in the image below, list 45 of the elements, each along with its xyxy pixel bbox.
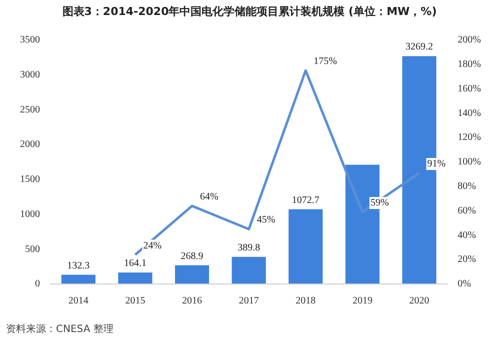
data-label: 268.9 (180, 250, 204, 262)
y-tick-label: 500 (25, 244, 40, 255)
data-label: 91% (427, 158, 446, 170)
y-tick-label: 3000 (20, 69, 40, 80)
chart-title: 图表3：2014-2020年中国电化学储能项目累计装机规模 (单位：MW，%) (61, 4, 438, 19)
x-tick-label: 2014 (68, 296, 88, 307)
x-tick-label: 2017 (238, 296, 259, 307)
y2-tick-label: 0% (458, 278, 472, 290)
y2-tick-label: 180% (458, 59, 482, 70)
y-tick-label: 2500 (20, 104, 40, 116)
y-tick-label: 2000 (20, 139, 40, 150)
x-tick-label: 2016 (182, 296, 202, 307)
data-label: 1072.7 (292, 194, 320, 206)
y2-tick-label: 20% (458, 254, 476, 266)
data-label: 132.3 (67, 260, 90, 272)
y2-tick-label: 200% (458, 34, 482, 46)
y2-tick-label: 100% (458, 156, 482, 168)
data-label: 175% (314, 56, 337, 68)
data-label: 64% (200, 192, 218, 203)
bar (118, 272, 152, 284)
y-tick-label: 1000 (20, 208, 40, 220)
data-label: 24% (143, 240, 162, 252)
x-tick-label: 2015 (125, 296, 146, 307)
bar (174, 265, 210, 284)
y2-tick-label: 140% (458, 108, 482, 119)
data-label: 389.8 (238, 242, 260, 254)
y2-tick-label: 160% (458, 83, 482, 94)
x-tick-label: 2020 (409, 296, 430, 307)
bar (61, 274, 96, 284)
data-label: 164.1 (124, 258, 146, 270)
y-tick-label: 3500 (20, 34, 40, 46)
x-tick-label: 2018 (296, 296, 316, 307)
text: 资料来源：CNESA 整理 (6, 322, 114, 336)
y2-tick-label: 60% (458, 205, 476, 216)
bar (232, 256, 266, 284)
y-tick-label: 1500 (20, 174, 40, 186)
data-label: 3269.2 (406, 42, 434, 53)
y2-tick-label: 40% (458, 230, 476, 241)
x-tick-label: 2019 (352, 296, 372, 307)
y2-tick-label: 80% (458, 181, 476, 192)
y-tick-label: 0 (35, 278, 40, 290)
data-label: 59% (370, 198, 389, 209)
y2-tick-label: 120% (458, 132, 482, 144)
data-label: 45% (256, 214, 276, 226)
bar (288, 209, 323, 284)
